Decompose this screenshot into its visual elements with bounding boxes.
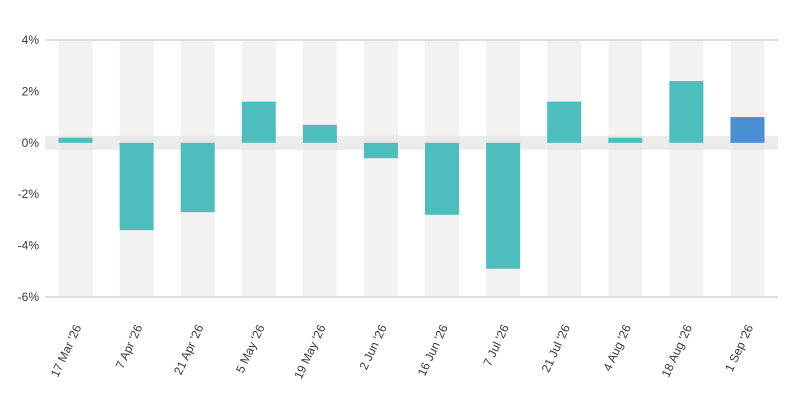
y-axis-ticks: 4% 2% 0% -2% -4% -6% [18,33,40,304]
column-band [669,40,704,297]
zero-band [45,135,778,150]
bar-19-may-26[interactable] [302,124,337,143]
x-tick-label: 17 Mar '26 [48,322,85,379]
bar-18-aug-26[interactable] [669,81,704,143]
column-band [547,40,582,297]
column-band [608,40,643,297]
y-tick-label: 2% [22,84,40,98]
bar-7-jul-26[interactable] [486,142,521,269]
column-bands [58,40,765,297]
bar-16-jun-26[interactable] [425,142,460,215]
x-tick-label: 18 Aug '26 [659,322,696,379]
bar-1-sep-26[interactable] [730,117,765,143]
axes [45,39,778,298]
y-tick-label: -4% [18,239,40,253]
y-tick-label: 0% [22,136,40,150]
bars [58,81,765,269]
x-axis-ticks: 17 Mar '26 7 Apr '26 21 Apr '26 5 May '26 19… [48,322,757,381]
x-tick-label: 7 Jul '26 [480,322,512,368]
bar-17-mar-26[interactable] [58,137,93,143]
x-tick-label: 19 May '26 [291,322,328,381]
y-tick-label: -6% [18,290,40,304]
y-tick-label: 4% [22,33,40,47]
zero-band-rect [45,135,778,150]
column-band [730,40,765,297]
column-band [58,40,93,297]
x-tick-label: 16 Jun '26 [415,322,451,378]
bar-5-may-26[interactable] [241,101,276,143]
x-tick-label: 21 Jul '26 [539,322,573,374]
bar-4-aug-26[interactable] [608,137,643,143]
bar-21-apr-26[interactable] [180,142,215,213]
column-band [302,40,337,297]
x-tick-label: 7 Apr '26 [113,322,146,371]
x-tick-label: 5 May '26 [233,322,268,375]
column-band [363,40,398,297]
x-tick-label: 1 Sep '26 [722,322,756,374]
bar-21-jul-26[interactable] [547,101,582,143]
x-tick-label: 21 Apr '26 [171,322,207,377]
column-band [241,40,276,297]
x-tick-label: 2 Jun '26 [357,322,390,372]
bar-2-jun-26[interactable] [363,142,398,159]
bar-7-apr-26[interactable] [119,142,154,231]
y-tick-label: -2% [18,187,40,201]
x-tick-label: 4 Aug '26 [600,322,634,373]
